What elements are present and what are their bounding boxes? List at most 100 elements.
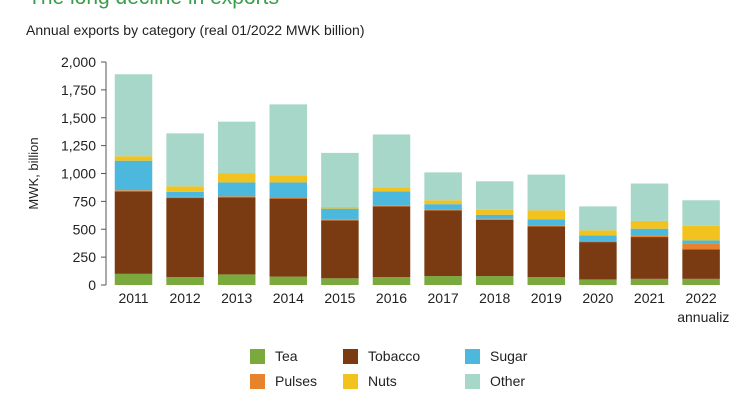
bar-segment-tobacco	[630, 237, 669, 279]
x-tick-label: 2016	[376, 290, 407, 306]
x-tick-label: 2015	[324, 290, 355, 306]
legend-swatch	[465, 373, 480, 389]
bar-segment-sugar	[630, 228, 669, 236]
legend-label: Other	[490, 373, 526, 389]
x-tick-label: 2022	[686, 290, 717, 306]
bar-segment-pulses	[527, 225, 566, 227]
bar-segment-pulses	[424, 209, 462, 211]
x-tick-label: 2014	[273, 290, 304, 306]
bar-segment-sugar	[579, 235, 617, 241]
bar-segment-pulses	[579, 240, 617, 243]
bar-segment-nuts	[114, 156, 153, 161]
x-tick-sublabel: annualized	[677, 309, 730, 325]
bar-segment-tobacco	[321, 220, 359, 279]
bar-segment-tobacco	[682, 249, 720, 279]
x-tick-label: 2018	[479, 290, 510, 306]
bar-segment-other	[166, 133, 204, 187]
bar-segment-tea	[682, 278, 720, 285]
bar-segment-tea	[166, 277, 204, 285]
bar-segment-tobacco	[114, 191, 153, 274]
bar-segment-other	[527, 174, 566, 211]
bar-segment-tobacco	[217, 197, 256, 275]
y-tick-label: 1,250	[61, 138, 96, 154]
bar-segment-tobacco	[424, 210, 462, 277]
y-tick-label: 750	[73, 193, 97, 209]
bar-segment-other	[579, 206, 617, 231]
legend-label: Nuts	[368, 373, 397, 389]
x-tick-label: 2021	[634, 290, 665, 306]
bar-segment-tobacco	[579, 242, 617, 280]
bar-segment-sugar	[682, 240, 720, 244]
bar-segment-pulses	[321, 219, 359, 221]
bar-segment-other	[321, 152, 359, 207]
bar-segment-nuts	[475, 209, 514, 215]
legend-item-tea: Tea	[250, 348, 298, 364]
bar-segment-pulses	[372, 205, 411, 207]
bar-segment-nuts	[682, 225, 720, 241]
bar-segment-other	[269, 104, 308, 176]
bar-segment-pulses	[475, 218, 514, 220]
bar-segment-nuts	[269, 175, 308, 183]
bar-segment-sugar	[321, 208, 359, 220]
bar-segment-pulses	[166, 196, 204, 199]
bar-segment-other	[217, 121, 256, 174]
x-tick-label: 2013	[221, 290, 252, 306]
bar-segment-tea	[527, 277, 566, 285]
y-tick-label: 2,000	[61, 54, 96, 70]
legend-swatch	[465, 348, 480, 364]
stacked-bar-chart: 0 250 500 750 1,000 1,250 1,500 1,750 2,000 MWK, …	[26, 54, 730, 325]
bar-segment-sugar	[475, 214, 514, 219]
legend-swatch	[343, 348, 358, 364]
bar-segment-other	[682, 200, 720, 226]
bar-segment-tea	[424, 276, 462, 285]
x-tick-label: 2012	[170, 290, 201, 306]
bar-segment-sugar	[527, 219, 566, 226]
bar-segment-nuts	[579, 230, 617, 236]
legend-item-pulses: Pulses	[250, 373, 317, 389]
bar-segment-other	[630, 183, 669, 221]
bar-segment-tea	[114, 273, 153, 285]
bar-segment-nuts	[527, 210, 566, 220]
bar-segment-sugar	[217, 182, 256, 197]
bar-segment-tea	[321, 278, 359, 285]
bar-segment-sugar	[166, 191, 204, 197]
bar-segment-tea	[269, 276, 308, 285]
bar-segment-nuts	[166, 186, 204, 192]
legend-swatch	[250, 373, 265, 389]
y-tick-label: 250	[73, 249, 97, 265]
legend-swatch	[250, 348, 265, 364]
bar-segment-nuts	[372, 187, 411, 192]
legend-item-sugar: Sugar	[465, 348, 527, 364]
bar-segment-tobacco	[527, 226, 566, 278]
bar-segment-nuts	[424, 200, 462, 205]
page-title: The long decline in exports	[28, 0, 279, 10]
bar-segment-tea	[579, 279, 617, 285]
y-tick-label: 1,500	[61, 110, 96, 126]
bar-segment-nuts	[321, 206, 359, 209]
bar-segment-tea	[630, 278, 669, 285]
y-tick-label: 500	[73, 221, 97, 237]
bar-segment-sugar	[269, 182, 308, 198]
bar-segment-other	[114, 74, 153, 157]
bar-segment-other	[424, 172, 462, 201]
bar-segment-sugar	[114, 160, 153, 191]
bar-segment-tobacco	[475, 219, 514, 277]
x-tick-label: 2019	[531, 290, 562, 306]
legend-item-nuts: Nuts	[343, 373, 397, 389]
legend-label: Pulses	[275, 373, 318, 389]
bar-segment-tobacco	[372, 206, 411, 278]
legend-swatch	[343, 373, 358, 389]
bar-segment-sugar	[372, 191, 411, 206]
y-axis-title: MWK, billion	[26, 137, 41, 209]
bar-segment-other	[475, 181, 514, 210]
y-tick-label: 0	[88, 277, 96, 293]
legend-item-tobacco: Tobacco	[343, 348, 420, 364]
legend-label: Tobacco	[368, 348, 421, 364]
bar-segment-nuts	[217, 173, 256, 183]
legend-label: Tea	[275, 348, 298, 364]
bar-segment-tobacco	[269, 198, 308, 277]
bar-segment-pulses	[217, 196, 256, 198]
bar-segment-pulses	[114, 190, 153, 192]
y-tick-label: 1,000	[61, 166, 96, 182]
x-tick-label: 2020	[582, 290, 613, 306]
